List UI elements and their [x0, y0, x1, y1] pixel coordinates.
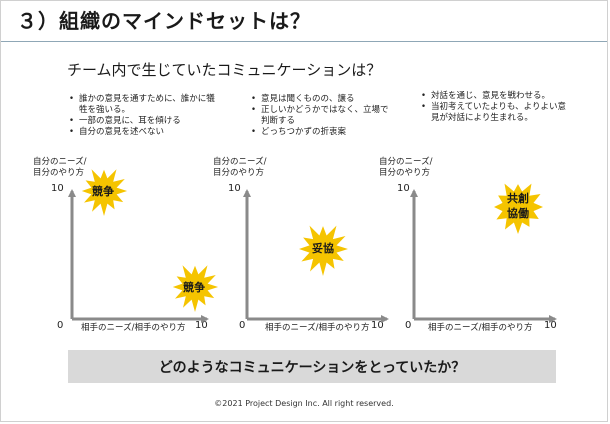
- question-text: どのようなコミュニケーションをとっていたか？: [158, 359, 466, 376]
- panel-2-bullet: 正しいかどうかではなく、立場で判断する: [249, 105, 394, 127]
- panel-3-starburst: [494, 183, 543, 234]
- panel-1-y-axis-label: 自分のニーズ/ 目分のやり方: [33, 157, 86, 179]
- copyright-footer: ©2021 Project Design Inc. All right rese…: [214, 399, 394, 408]
- panel-3-bullet: 対話を通じ、意見を戦わせる。: [419, 91, 569, 102]
- panel-2-y-label-line1: 自分のニーズ/: [213, 157, 267, 167]
- panel-2-star-label: 妥協: [312, 241, 334, 255]
- panel-1-starburst-bottom: [172, 265, 219, 312]
- panel-1-bullets: 誰かの意見を通すために、誰かに犠牲を強いる。 一部の意見に、耳を傾ける 自分の意…: [67, 94, 217, 138]
- panel-1-x-axis-label: 相手のニーズ/相手のやり方: [81, 323, 186, 333]
- panel-2-y-axis-label: 自分のニーズ/ 目分のやり方: [213, 157, 266, 179]
- panel-2-bullets: 意見は聞くものの、譲る 正しいかどうかではなく、立場で判断する どっちつかずの折…: [249, 94, 394, 138]
- title-divider: [1, 41, 607, 42]
- panel-3-star-label-line1: 共創: [507, 191, 529, 205]
- panel-3-origin: 0: [405, 320, 412, 331]
- panel-1-origin: 0: [57, 320, 64, 331]
- panel-2-origin: 0: [239, 320, 246, 331]
- panel-1-y-label-line1: 自分のニーズ/: [33, 157, 87, 167]
- panel-3-y-label-line1: 自分のニーズ/: [379, 157, 433, 167]
- panel-2-bullet: 意見は聞くものの、譲る: [249, 94, 394, 105]
- panel-3-x-max: 10: [544, 320, 557, 331]
- panel-1-star-label-top: 競争: [92, 184, 114, 198]
- panel-3-y-axis-label: 自分のニーズ/ 目分のやり方: [379, 157, 432, 179]
- panel-3-bullet: 当初考えていたよりも、よりよい意見が対話により生まれる。: [419, 102, 569, 124]
- panel-3-x-axis-label: 相手のニーズ/相手のやり方: [428, 323, 533, 333]
- panel-3-y-label-line2: 目分のやり方: [379, 168, 431, 178]
- panel-1-x-max: 10: [195, 320, 208, 331]
- panel-1-starburst-top: [81, 169, 128, 216]
- slide-subtitle: チーム内で生じていたコミュニケーションは？: [67, 61, 382, 79]
- panel-1-bullet: 自分の意見を述べない: [67, 127, 217, 138]
- panel-1-star-label-bottom: 競争: [183, 280, 205, 294]
- panel-2-starburst: [299, 225, 348, 276]
- panel-2-y-max: 10: [228, 183, 241, 194]
- slide-title: ３）組織のマインドセットは？: [17, 9, 311, 33]
- question-banner: どのようなコミュニケーションをとっていたか？: [68, 350, 556, 383]
- panel-2-x-axis-label: 相手のニーズ/相手のやり方: [265, 323, 370, 333]
- panel-2-y-label-line2: 目分のやり方: [213, 168, 265, 178]
- panel-1-y-max: 10: [51, 183, 64, 194]
- panel-3-y-max: 10: [397, 183, 410, 194]
- panel-2-bullet: どっちつかずの折衷案: [249, 127, 394, 138]
- panel-1-bullet: 一部の意見に、耳を傾ける: [67, 116, 217, 127]
- panel-3-bullets: 対話を通じ、意見を戦わせる。 当初考えていたよりも、よりよい意見が対話により生ま…: [419, 91, 569, 124]
- panel-1-y-label-line2: 目分のやり方: [33, 168, 85, 178]
- panel-2-x-max: 10: [371, 320, 384, 331]
- panel-3-star-label-line2: 協働: [507, 206, 529, 220]
- panel-1-bullet: 誰かの意見を通すために、誰かに犠牲を強いる。: [67, 94, 217, 116]
